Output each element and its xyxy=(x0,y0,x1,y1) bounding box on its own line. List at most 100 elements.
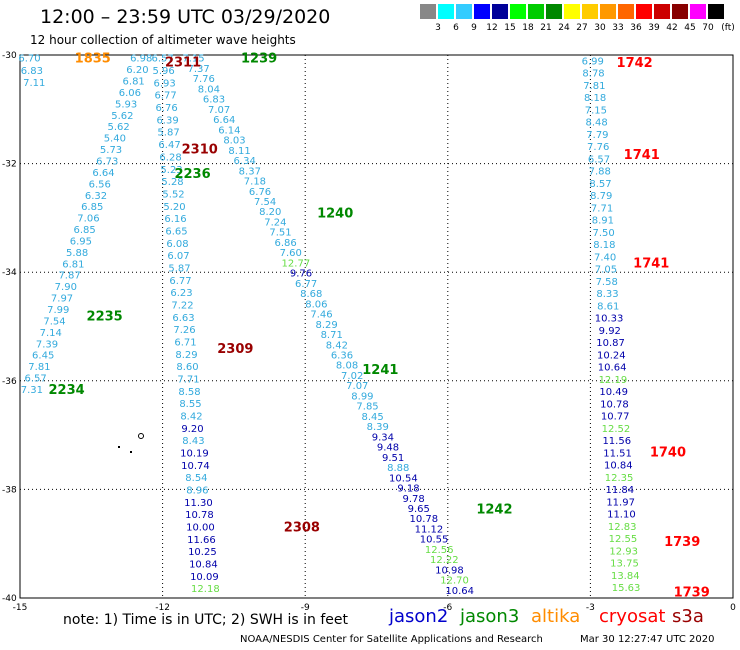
wave-height-value: 7.79 xyxy=(586,130,608,141)
wave-height-value: 10.25 xyxy=(188,547,217,558)
pass-label: 1739 xyxy=(664,535,700,550)
wave-height-value: 6.86 xyxy=(275,238,297,249)
wave-height-value: 7.06 xyxy=(77,214,99,225)
color-scale-label: 70 xyxy=(702,23,714,33)
page-title: 12:00 – 23:59 UTC 03/29/2020 xyxy=(40,6,331,28)
wave-height-value: 12.22 xyxy=(430,555,459,566)
wave-height-value: 9.65 xyxy=(408,504,430,515)
wave-height-value: 7.14 xyxy=(40,328,62,339)
wave-height-value: 7.05 xyxy=(595,265,617,276)
wave-height-value: 8.91 xyxy=(592,216,614,227)
wave-height-value: 6.85 xyxy=(81,202,103,213)
wave-height-value: 8.33 xyxy=(596,289,618,300)
wave-height-value: 7.39 xyxy=(36,339,58,350)
wave-height-value: 12.18 xyxy=(191,584,220,595)
wave-height-value: 7.37 xyxy=(187,64,209,75)
color-scale-label: 33 xyxy=(612,23,624,33)
wave-height-value: 6.77 xyxy=(295,279,317,290)
color-scale-swatch xyxy=(654,4,670,19)
color-scale-label: 45 xyxy=(684,23,696,33)
wave-height-value: 8.60 xyxy=(176,362,198,373)
wave-height-value: 8.42 xyxy=(326,340,348,351)
wave-height-value: 12.70 xyxy=(440,576,469,587)
wave-height-value: 6.77 xyxy=(154,91,176,102)
color-scale-swatch xyxy=(672,4,688,19)
pass-label: 1740 xyxy=(650,445,686,460)
color-scale-swatch xyxy=(564,4,580,19)
wave-height-value: 8.71 xyxy=(321,330,343,341)
wave-height-value: 10.78 xyxy=(600,399,629,410)
wave-height-value: 8.04 xyxy=(198,84,220,95)
wave-height-value: 10.84 xyxy=(189,560,218,571)
wave-height-value: 10.98 xyxy=(435,565,464,576)
pass-label: 1241 xyxy=(362,363,398,378)
pass-label: 2235 xyxy=(87,310,123,325)
wave-height-value: 8.18 xyxy=(584,93,606,104)
wave-height-value: 6.98 xyxy=(130,54,152,65)
color-scale-unit: (ft) xyxy=(721,23,735,33)
wave-height-value: 7.31 xyxy=(21,385,43,396)
color-scale-swatch xyxy=(492,4,508,19)
wave-height-value: 7.54 xyxy=(43,316,65,327)
wave-height-value: 6.36 xyxy=(331,350,353,361)
wave-height-value: 6.06 xyxy=(119,88,141,99)
color-scale-label: 15 xyxy=(504,23,516,33)
wave-height-value: 5.23 xyxy=(160,165,182,176)
wave-height-value: 7.76 xyxy=(587,142,609,153)
wave-height-value: 7.40 xyxy=(594,252,616,263)
wave-height-value: 7.60 xyxy=(280,248,302,259)
wave-height-value: 7.26 xyxy=(173,325,195,336)
wave-height-value: 7.24 xyxy=(264,217,286,228)
wave-height-value: 7.97 xyxy=(51,294,73,305)
wave-height-value: 7.71 xyxy=(177,374,199,385)
y-tick-label: -34 xyxy=(2,268,17,278)
wave-height-value: 5.62 xyxy=(107,122,129,133)
wave-height-value: 7.85 xyxy=(356,402,378,413)
wave-height-value: 7.76 xyxy=(193,74,215,85)
color-scale-swatch xyxy=(618,4,634,19)
legend-altika: altika xyxy=(531,606,581,627)
y-tick-label: -32 xyxy=(2,160,17,170)
x-tick-label: -15 xyxy=(13,603,28,613)
pass-label: 1741 xyxy=(633,256,669,271)
wave-height-value: 9.34 xyxy=(372,432,394,443)
color-scale-label: 39 xyxy=(648,23,660,33)
wave-height-value: 8.57 xyxy=(589,179,611,190)
wave-height-value: 10.78 xyxy=(410,514,439,525)
color-scale-label: 42 xyxy=(666,23,678,33)
wave-height-value: 6.83 xyxy=(21,66,43,77)
wave-height-value: 8.48 xyxy=(586,118,608,129)
wave-height-value: 10.33 xyxy=(595,314,624,325)
wave-height-value: 8.03 xyxy=(223,136,245,147)
color-scale-swatch xyxy=(600,4,616,19)
wave-height-value: 10.00 xyxy=(186,523,215,534)
wave-height-value: 8.54 xyxy=(185,473,207,484)
wave-height-value: 6.47 xyxy=(158,140,180,151)
color-scale-label: 27 xyxy=(576,23,588,33)
y-tick-label: -36 xyxy=(2,377,17,387)
wave-height-value: 6.93 xyxy=(153,78,175,89)
color-scale-label: 30 xyxy=(594,23,606,33)
wave-height-value: 6.81 xyxy=(62,259,84,270)
wave-height-value: 7.58 xyxy=(596,277,618,288)
color-scale-swatch xyxy=(474,4,490,19)
wave-height-value: 6.07 xyxy=(167,251,189,262)
wave-height-value: 7.51 xyxy=(269,228,291,239)
wave-height-value: 8.99 xyxy=(351,391,373,402)
wave-height-value: 6.23 xyxy=(170,288,192,299)
wave-height-value: 5.88 xyxy=(66,248,88,259)
wave-height-value: 7.71 xyxy=(591,203,613,214)
wave-height-value: 8.06 xyxy=(305,299,327,310)
color-scale-label: 9 xyxy=(471,23,477,33)
wave-height-value: 9.18 xyxy=(397,484,419,495)
wave-height-value: 12.83 xyxy=(608,522,637,533)
wave-height-value: 5.52 xyxy=(162,189,184,200)
color-scale-swatch xyxy=(708,4,724,19)
wave-height-value: 13.75 xyxy=(610,559,639,570)
wave-height-value: 10.09 xyxy=(190,572,219,583)
wave-height-value: 11.97 xyxy=(606,497,635,508)
color-scale-swatch xyxy=(528,4,544,19)
grid xyxy=(19,54,734,599)
track: 6.706.837.11 xyxy=(18,54,45,89)
pass-label: 2308 xyxy=(284,520,320,535)
